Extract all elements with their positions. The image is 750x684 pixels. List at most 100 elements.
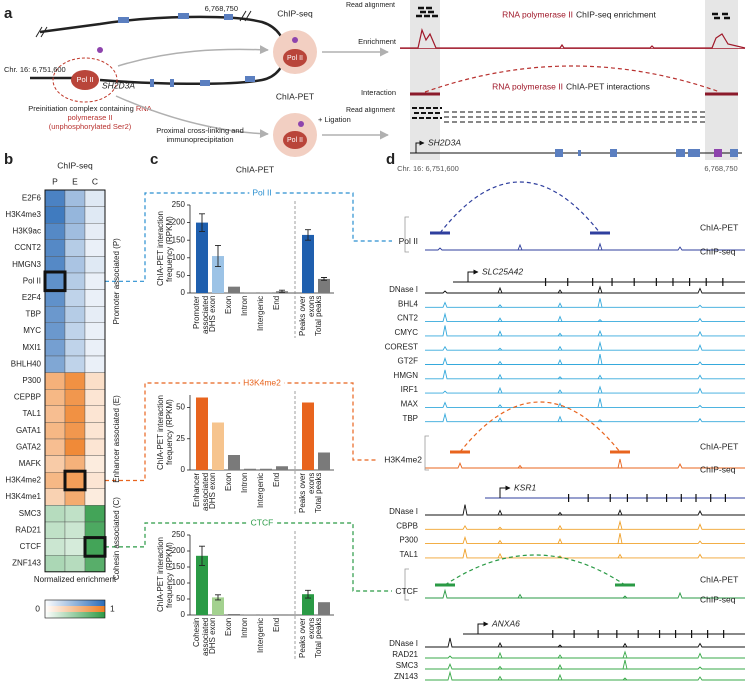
heatmap-cell <box>44 455 66 473</box>
row-label: Pol II <box>23 276 41 285</box>
heatmap-title: ChIP-seq <box>57 160 93 170</box>
note-text: (unphosphorylated Ser2) <box>48 122 132 131</box>
heatmap-cell <box>64 555 86 573</box>
row-label: HMGN3 <box>12 260 41 269</box>
y-axis-label: ChIA-PET interaction frequency (RPKM) <box>156 538 174 613</box>
track-label: HMGN <box>394 371 419 380</box>
track-label-text: Read alignment <box>345 2 395 9</box>
y-tick-label: 0 <box>181 465 186 474</box>
column-label: C <box>92 176 98 186</box>
crosslink-note: Proximal cross-linking and immunoprecipi… <box>156 126 244 144</box>
method-label: ChIA-PET <box>276 91 314 101</box>
x-tick-label-text: End <box>272 296 281 311</box>
heatmap-cell <box>64 206 86 224</box>
row-label: GATA2 <box>16 442 42 451</box>
x-tick-label-text: Total peaks <box>314 473 323 514</box>
selection-box <box>43 270 67 293</box>
y-axis-label-text: ChIA-PET interaction frequency (RPKM) <box>156 211 174 287</box>
row-label: MXI1 <box>22 343 41 352</box>
gene-label: ANXA6 <box>491 618 520 628</box>
method-label: ChIP-seq <box>277 8 313 18</box>
track-label: DNase I <box>389 639 418 648</box>
factor-label: H3K4me2 <box>384 454 422 464</box>
signal-track <box>425 588 745 599</box>
heatmap-cell <box>84 339 106 357</box>
heatmap-cell <box>84 389 106 407</box>
heatmap-cell <box>84 256 106 274</box>
coordinate: Chr. 16: 6,751,600 <box>4 65 66 74</box>
track-label: ChIP-seq <box>700 464 736 474</box>
heatmap-cell <box>44 422 66 440</box>
track-label: CMYC <box>394 328 418 337</box>
bar <box>318 278 330 293</box>
y-tick-label: 50 <box>176 594 185 603</box>
row-label: SMC3 <box>19 509 42 518</box>
error-bar <box>199 545 205 566</box>
bar <box>196 555 208 615</box>
signal-track <box>425 458 745 469</box>
chart-title: CTCF <box>251 517 274 527</box>
bar <box>244 468 256 470</box>
track-label: ChIA-PET <box>700 441 738 451</box>
heatmap-cell <box>44 405 66 423</box>
heatmap-cell <box>84 372 106 390</box>
column-label: E <box>72 176 78 186</box>
gene-label: SLC25A42 <box>482 266 523 276</box>
y-tick-label: 250 <box>172 530 186 539</box>
panel-label: b <box>4 151 13 168</box>
gene-label: SH2D3A <box>102 80 135 90</box>
row-label: GATA1 <box>16 426 42 435</box>
selection-box <box>63 469 87 492</box>
panel-label: a <box>4 5 13 22</box>
track-label: ChIP-seq <box>700 594 736 604</box>
error-bar <box>279 289 285 293</box>
row-label: ZNF143 <box>12 559 41 568</box>
row-label: H3K4me2 <box>5 476 41 485</box>
panel-label: c <box>150 151 158 168</box>
heatmap-cell <box>84 239 106 257</box>
note-text: Preinitiation complex containing <box>28 104 134 113</box>
bar <box>302 594 314 615</box>
track-label: ChIA-PET <box>700 574 738 584</box>
heatmap-cell <box>64 389 86 407</box>
x-tick-label: Total peaks <box>314 296 323 336</box>
x-tick-label: End <box>272 296 281 311</box>
y-tick-label: 50 <box>176 271 185 280</box>
signal-track <box>425 312 745 323</box>
heatmap-cell <box>64 372 86 390</box>
bracket <box>404 568 409 601</box>
heatmap-cell <box>84 306 106 324</box>
bar <box>196 222 208 293</box>
track-label: GT2F <box>398 357 419 366</box>
track-title: ChIP-seq enrichment <box>576 9 656 19</box>
signal-track <box>425 519 745 530</box>
connector <box>105 382 378 482</box>
heatmap-cell <box>64 355 86 373</box>
heatmap-cell <box>64 222 86 240</box>
colorbar <box>45 606 105 612</box>
track-label: TAL1 <box>399 550 418 559</box>
ligation-label: + Ligation <box>318 115 351 124</box>
interaction-arc <box>444 554 626 586</box>
heatmap-cell <box>64 438 86 456</box>
colorbar <box>45 600 105 606</box>
heatmap-cell <box>64 272 86 290</box>
row-label: E2F6 <box>22 193 42 202</box>
track-title: RNA polymerase II <box>502 9 573 19</box>
signal-track <box>425 412 745 423</box>
complex-text: Preinitiation complex containing RNA pol… <box>25 104 155 131</box>
coordinate: 6,768,750 <box>704 164 737 173</box>
heatmap-cell <box>64 256 86 274</box>
group-label: Cohesin associated (C) <box>112 497 121 580</box>
title-background <box>249 186 275 199</box>
track-label: ChIP-seq <box>700 246 736 256</box>
bar <box>212 422 224 470</box>
error-bar <box>215 594 221 601</box>
bar <box>276 466 288 470</box>
chart-title: H3K4me2 <box>243 377 281 387</box>
x-tick-label-text: End <box>272 473 281 488</box>
signal-track <box>425 298 745 308</box>
selection-box <box>83 536 107 558</box>
y-tick-label: 200 <box>172 546 186 555</box>
y-tick-label: 0 <box>181 610 186 619</box>
